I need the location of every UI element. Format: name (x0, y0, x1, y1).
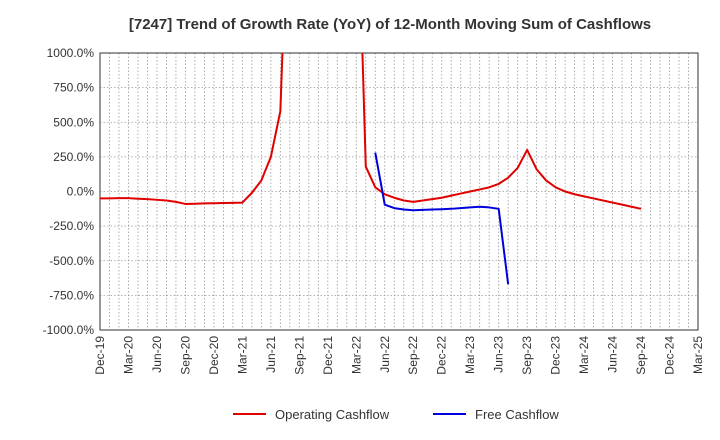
series-line-free-cashflow (374, 152, 510, 285)
series-line-operating-cashflow (100, 53, 642, 210)
y-tick-label: -500.0% (49, 254, 94, 268)
x-tick-label: Dec-24 (663, 336, 677, 375)
plot-border (99, 52, 699, 331)
x-tick-label: Mar-24 (577, 336, 591, 374)
legend: Operating Cashflow Free Cashflow (233, 407, 559, 422)
y-tick-label: -250.0% (49, 219, 94, 233)
x-tick-label: Dec-22 (435, 336, 449, 375)
x-tick-label: Sep-24 (634, 336, 648, 375)
plot-area: 1000.0% 750.0% 500.0% 250.0% 0.0% -250.0% -500… (43, 46, 705, 375)
x-tick-label: Mar-21 (235, 336, 249, 374)
x-tick-label: Dec-19 (93, 336, 107, 375)
x-tick-label: Dec-21 (321, 336, 335, 375)
x-tick-label: Jun-23 (492, 336, 506, 373)
y-tick-label: 250.0% (53, 150, 94, 164)
x-tick-label: Mar-20 (121, 336, 135, 374)
x-tick-label: Sep-22 (406, 336, 420, 375)
y-tick-label: 750.0% (53, 81, 94, 95)
y-tick-label: 500.0% (53, 115, 94, 129)
x-tick-label: Jun-24 (606, 336, 620, 373)
y-tick-label: 0.0% (67, 185, 95, 199)
chart-title: [7247] Trend of Growth Rate (YoY) of 12-… (129, 16, 651, 33)
x-tick-label: Mar-25 (691, 336, 705, 374)
legend-label: Operating Cashflow (275, 407, 390, 422)
y-tick-label: -750.0% (49, 288, 94, 302)
x-tick-label: Jun-22 (378, 336, 392, 373)
x-tick-label: Dec-23 (549, 336, 563, 375)
x-tick-label: Jun-21 (264, 336, 278, 373)
x-tick-label: Sep-21 (292, 336, 306, 375)
x-tick-label: Jun-20 (150, 336, 164, 373)
x-tick-label: Mar-22 (349, 336, 363, 374)
x-tick-label: Sep-23 (520, 336, 534, 375)
y-tick-label: -1000.0% (43, 323, 95, 337)
x-tick-label: Dec-20 (207, 336, 221, 375)
x-tick-label: Sep-20 (178, 336, 192, 375)
x-tick-label: Mar-23 (463, 336, 477, 374)
legend-label: Free Cashflow (475, 407, 559, 422)
y-tick-label: 1000.0% (47, 46, 95, 60)
